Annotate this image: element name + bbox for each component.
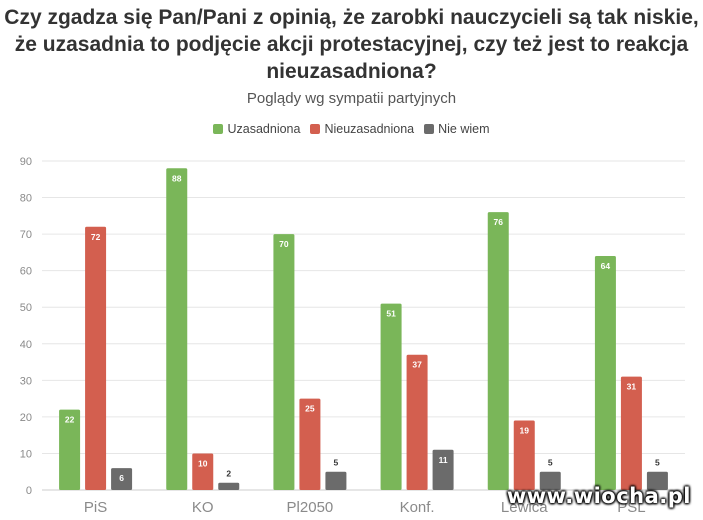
bar-nieuzasadniona	[620, 376, 642, 490]
bar-nieuzasadniona	[85, 226, 107, 491]
data-label: 31	[627, 382, 637, 392]
x-tick-label: Pl2050	[287, 499, 334, 516]
bar-uzasadniona	[273, 234, 295, 490]
data-label: 76	[494, 217, 504, 227]
x-tick-label: Konf.	[400, 499, 435, 516]
legend-item-nie-wiem[interactable]: Nie wiem	[424, 122, 490, 136]
y-tick-label: 60	[20, 266, 32, 278]
y-tick-label: 0	[26, 485, 32, 497]
bar-nie-wiem	[646, 471, 668, 490]
data-label: 64	[601, 261, 611, 271]
y-tick-label: 70	[20, 229, 32, 241]
data-label: 25	[305, 404, 315, 414]
data-label: 88	[172, 173, 182, 183]
y-tick-label: 40	[20, 339, 32, 351]
title-line-2: że uzasadnia to podjęcie akcji protestac…	[14, 33, 689, 56]
bar-nieuzasadniona	[192, 453, 214, 490]
y-tick-label: 80	[20, 193, 32, 205]
x-tick-label: KO	[192, 499, 214, 516]
watermark: www.wiocha.pl	[506, 484, 691, 508]
bar-nieuzasadniona	[513, 420, 535, 490]
legend-item-nieuzasadniona[interactable]: Nieuzasadniona	[310, 122, 414, 136]
title-line-3: nieuzasadniona?	[266, 60, 437, 83]
bar-uzasadniona	[594, 256, 616, 490]
legend: Uzasadniona Nieuzasadniona Nie wiem	[0, 122, 703, 136]
bar-nie-wiem	[111, 468, 133, 490]
bar-nie-wiem	[218, 482, 240, 490]
bar-nie-wiem	[539, 471, 561, 490]
y-tick-label: 20	[20, 412, 32, 424]
x-tick-label: PSL	[617, 499, 645, 516]
data-label: 6	[119, 473, 124, 483]
data-label: 5	[548, 458, 553, 468]
legend-swatch-nieuzasadniona	[310, 124, 321, 134]
data-label: 51	[386, 309, 396, 319]
legend-label-nie-wiem: Nie wiem	[438, 122, 490, 136]
legend-swatch-nie-wiem	[424, 124, 435, 134]
y-tick-label: 50	[20, 302, 32, 314]
bar-uzasadniona	[59, 409, 81, 490]
data-label: 10	[198, 458, 208, 468]
bar-uzasadniona	[487, 212, 509, 490]
legend-label-nieuzasadniona: Nieuzasadniona	[324, 122, 415, 136]
data-label: 70	[279, 239, 289, 249]
bar-nie-wiem	[325, 471, 347, 490]
legend-label-uzasadniona: Uzasadniona	[227, 122, 301, 136]
data-label: 22	[65, 415, 75, 425]
x-tick-label: Lewica	[501, 499, 548, 516]
bar-nieuzasadniona	[299, 398, 321, 490]
legend-swatch-uzasadniona	[213, 124, 224, 134]
chart-title: Czy zgadza się Pan/Pani z opinią, że zar…	[0, 4, 703, 85]
y-tick-label: 30	[20, 375, 32, 387]
data-label: 19	[520, 426, 530, 436]
bar-nie-wiem	[432, 449, 454, 490]
bar-uzasadniona	[166, 168, 188, 491]
data-label: 2	[226, 469, 231, 479]
legend-item-uzasadniona[interactable]: Uzasadniona	[213, 122, 300, 136]
data-label: 37	[412, 360, 422, 370]
bar-uzasadniona	[380, 303, 402, 490]
y-tick-label: 10	[20, 448, 32, 460]
title-line-1: Czy zgadza się Pan/Pani z opinią, że zar…	[4, 6, 699, 29]
data-label: 11	[439, 455, 448, 465]
data-label: 5	[655, 458, 660, 468]
bar-nieuzasadniona	[406, 354, 428, 490]
x-tick-label: PiS	[84, 499, 107, 516]
chart-subtitle: Poglądy wg sympatii partyjnych	[246, 90, 457, 107]
y-tick-label: 90	[20, 156, 32, 168]
data-label: 5	[334, 458, 339, 468]
data-label: 72	[91, 232, 101, 242]
